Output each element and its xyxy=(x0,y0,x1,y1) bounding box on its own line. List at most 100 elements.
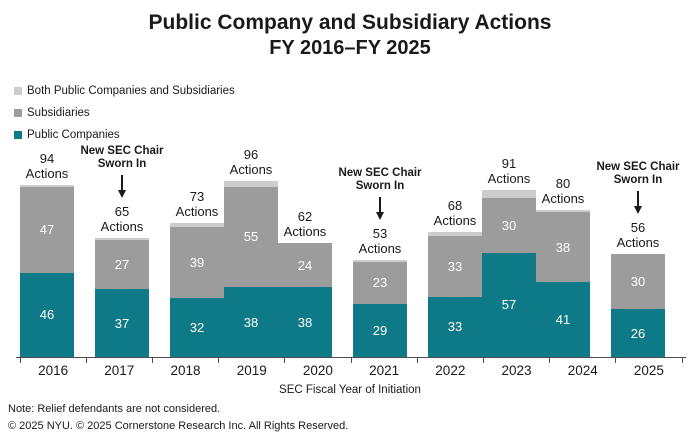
bar-segment-both-public-companies-and-subsidiaries xyxy=(428,232,482,236)
axis-tick xyxy=(151,357,153,363)
bar-segment-public-companies: 46 xyxy=(20,272,74,357)
legend-swatch-icon xyxy=(14,131,22,139)
down-arrow-icon xyxy=(118,174,126,198)
down-arrow-icon xyxy=(634,191,642,215)
bar-segment-public-companies: 38 xyxy=(224,287,278,357)
bar-column-2022: 68 Actions 33 33 xyxy=(428,142,482,357)
bar-segment-both-public-companies-and-subsidiaries xyxy=(353,259,407,262)
total-label: 73 Actions xyxy=(175,189,219,220)
x-tick-label: 2023 xyxy=(501,363,532,378)
arrow-head xyxy=(118,189,126,198)
copyright-line: © 2025 NYU. © 2025 Cornerstone Research … xyxy=(8,420,349,432)
x-tick-label: 2021 xyxy=(369,363,400,378)
bar-segment-public-companies: 32 xyxy=(170,298,224,357)
segment-value-label: 23 xyxy=(372,275,388,291)
legend-swatch-icon xyxy=(14,87,22,95)
bar-column-2017: New SEC Chair Sworn In 65 Actions 27 37 xyxy=(74,142,170,357)
segment-value-label: 27 xyxy=(114,256,130,272)
bar-segment-subsidiaries: 47 xyxy=(20,186,74,273)
x-axis-labels: 2016 2017 2018 2019 2020 2021 2022 2023 2024 2025 xyxy=(20,363,682,378)
x-axis-title: SEC Fiscal Year of Initiation xyxy=(279,384,421,396)
segment-value-label: 38 xyxy=(555,239,571,255)
bar-segment-public-companies: 37 xyxy=(95,289,149,357)
arrow-head xyxy=(634,206,642,215)
total-label: 80 Actions xyxy=(541,176,585,207)
annotation-text: New SEC Chair Sworn In xyxy=(338,166,422,192)
axis-tick xyxy=(482,357,484,363)
x-tick-label: 2019 xyxy=(236,363,267,378)
bar-stack: 27 37 xyxy=(95,237,149,357)
legend-label: Both Public Companies and Subsidiaries xyxy=(27,85,235,97)
total-label: 62 Actions xyxy=(283,209,327,240)
legend-swatch-icon xyxy=(14,109,22,117)
bar-segment-subsidiaries: 55 xyxy=(224,186,278,288)
segment-value-label: 29 xyxy=(372,322,388,338)
footnote: Note: Relief defendants are not consider… xyxy=(8,403,221,415)
legend: Both Public Companies and Subsidiaries Su… xyxy=(14,80,235,146)
bar-segment-both-public-companies-and-subsidiaries xyxy=(170,223,224,227)
bar-stack: 30 26 xyxy=(611,254,665,357)
legend-item: Both Public Companies and Subsidiaries xyxy=(14,80,235,102)
segment-value-label: 24 xyxy=(297,257,313,273)
total-label: 65 Actions xyxy=(100,203,144,234)
total-label: 53 Actions xyxy=(358,225,402,256)
bar-segment-subsidiaries: 38 xyxy=(536,212,590,282)
total-label: 91 Actions xyxy=(487,156,531,187)
bar-column-2021: New SEC Chair Sworn In 53 Actions 23 29 xyxy=(332,142,428,357)
bar-segment-both-public-companies-and-subsidiaries xyxy=(95,237,149,240)
segment-value-label: 39 xyxy=(189,255,205,271)
segment-value-label: 46 xyxy=(39,307,55,323)
segment-value-label: 57 xyxy=(501,297,517,313)
bar-segment-both-public-companies-and-subsidiaries xyxy=(20,184,74,187)
x-tick-label: 2024 xyxy=(567,363,598,378)
annotation-text: New SEC Chair Sworn In xyxy=(80,144,164,170)
total-label: 56 Actions xyxy=(616,220,660,251)
total-label: 68 Actions xyxy=(433,198,477,229)
bar-segment-public-companies: 33 xyxy=(428,296,482,357)
legend-item: Public Companies xyxy=(14,124,235,146)
arrow-shaft xyxy=(637,191,639,207)
x-tick-label: 2022 xyxy=(435,363,466,378)
total-label: 94 Actions xyxy=(25,150,69,181)
arrow-head xyxy=(376,211,384,220)
chart-title-block: Public Company and Subsidiary Actions FY… xyxy=(0,10,700,61)
bar-segment-public-companies: 41 xyxy=(536,281,590,357)
bar-column-2025: New SEC Chair Sworn In 56 Actions 30 26 xyxy=(590,142,686,357)
segment-value-label: 33 xyxy=(447,319,463,335)
axis-tick xyxy=(615,357,617,363)
x-tick-label: 2016 xyxy=(38,363,69,378)
x-tick-label: 2017 xyxy=(104,363,135,378)
axis-tick xyxy=(19,357,21,363)
x-axis-ticks xyxy=(19,357,683,363)
bar-segment-both-public-companies-and-subsidiaries xyxy=(536,210,590,213)
bar-stack: 33 33 xyxy=(428,232,482,357)
legend-item: Subsidiaries xyxy=(14,102,235,124)
bar-column-2023: 91 Actions 30 57 xyxy=(482,142,536,357)
segment-value-label: 41 xyxy=(555,311,571,327)
bar-segment-public-companies: 29 xyxy=(353,303,407,357)
bar-segment-subsidiaries: 39 xyxy=(170,226,224,299)
bar-segment-public-companies: 57 xyxy=(482,252,536,357)
bar-segment-subsidiaries: 33 xyxy=(428,236,482,297)
x-tick-label: 2018 xyxy=(170,363,201,378)
bar-segment-public-companies: 38 xyxy=(278,287,332,357)
segment-value-label: 33 xyxy=(447,258,463,274)
chart-subtitle: FY 2016–FY 2025 xyxy=(269,37,431,59)
bar-segment-subsidiaries: 24 xyxy=(278,243,332,288)
down-arrow-icon xyxy=(376,196,384,220)
bar-column-2016: 94 Actions 47 46 xyxy=(20,142,74,357)
bar-segment-both-public-companies-and-subsidiaries xyxy=(482,190,536,198)
x-tick-label: 2025 xyxy=(633,363,664,378)
axis-tick xyxy=(350,357,352,363)
bar-stack: 23 29 xyxy=(353,259,407,357)
arrow-shaft xyxy=(121,174,123,190)
bar-segment-subsidiaries: 30 xyxy=(482,197,536,253)
axis-tick xyxy=(681,357,683,363)
bar-column-2019: 96 Actions 55 38 xyxy=(224,142,278,357)
bar-stack: 55 38 xyxy=(224,181,278,357)
segment-value-label: 26 xyxy=(630,325,646,341)
bar-segment-public-companies: 26 xyxy=(611,309,665,357)
bar-segment-subsidiaries: 30 xyxy=(611,254,665,310)
bar-stack: 38 41 xyxy=(536,210,590,357)
segment-value-label: 38 xyxy=(243,314,259,330)
